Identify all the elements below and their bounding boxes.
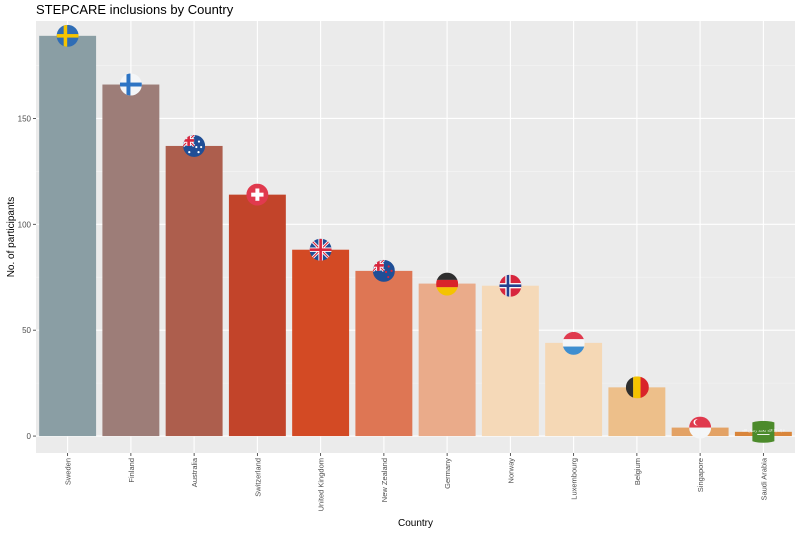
flag-part: [689, 427, 712, 439]
flag-part: [633, 376, 641, 399]
flag-star: [197, 151, 200, 154]
flag-inscription: لا إله إلا الله محمد رسول الله: [742, 428, 785, 433]
bar-germany: [418, 283, 476, 437]
flag-star: [387, 275, 390, 279]
bar-new-zealand: [355, 270, 413, 437]
bar-switzerland: [228, 194, 286, 437]
flag-part: [499, 284, 522, 288]
flag-part: [436, 279, 459, 288]
flag-part: [562, 331, 585, 340]
chart-title: STEPCARE inclusions by Country: [36, 2, 234, 17]
flag-clip-group: [689, 416, 712, 439]
flag-clip-group: [183, 134, 206, 157]
australia-flag-icon: [183, 134, 206, 157]
bar-luxembourg: [545, 342, 603, 437]
flag-part: [562, 339, 585, 347]
flag-part: [56, 34, 79, 38]
flag-clip-group: لا إله إلا الله محمد رسول الله: [742, 420, 785, 443]
y-tick-label: 50: [22, 326, 31, 335]
x-tick-label: Sweden: [64, 458, 73, 485]
bar-finland: [102, 84, 160, 437]
saudi-arabia-flag-icon: لا إله إلا الله محمد رسول الله: [742, 420, 785, 443]
flag-star: [200, 145, 203, 149]
flag-part: [625, 376, 634, 399]
bar-australia: [165, 145, 223, 437]
flag-clip-group: [56, 24, 79, 47]
x-tick-label: United Kingdom: [317, 458, 326, 511]
bar-norway: [481, 285, 539, 437]
x-tick-label: Germany: [443, 458, 452, 489]
flag-part: [436, 272, 459, 280]
flag-star: [195, 145, 198, 149]
flag-part: [436, 287, 459, 296]
luxembourg-flag-icon: [562, 331, 585, 355]
flag-clip-group: [309, 238, 332, 261]
singapore-flag-icon: [689, 416, 712, 439]
x-tick-label: Australia: [190, 457, 199, 487]
y-tick-label: 100: [18, 220, 32, 229]
flag-part: [752, 420, 775, 443]
x-tick-label: Saudi Arabia: [759, 457, 768, 500]
flag-part: [640, 376, 649, 399]
germany-flag-icon: [436, 272, 459, 296]
flag-clip-group: [246, 183, 269, 206]
x-tick-label: Finland: [127, 458, 136, 483]
flag-clip-group: [499, 274, 522, 297]
plot-panel: [36, 21, 795, 453]
norway-flag-icon: [499, 274, 522, 297]
y-axis-title: No. of participants: [6, 197, 17, 278]
bar-united-kingdom: [292, 249, 350, 437]
flag-star: [390, 269, 393, 272]
x-tick-label: Luxembourg: [570, 458, 579, 500]
flag-part: [695, 419, 701, 426]
flag-star: [384, 270, 388, 274]
switzerland-flag-icon: [246, 183, 269, 206]
flag-clip-group: [372, 259, 395, 282]
x-tick-label: Switzerland: [253, 458, 262, 497]
x-axis-title: Country: [398, 518, 433, 529]
flag-part: [372, 264, 384, 267]
x-tick-label: Belgium: [633, 458, 642, 485]
flag-clip-group: [562, 331, 585, 355]
flag-part: [183, 139, 195, 142]
x-tick-label: Singapore: [696, 458, 705, 492]
flag-part: [119, 82, 142, 87]
x-tick-label: New Zealand: [380, 458, 389, 502]
flag-clip-group: [436, 272, 459, 296]
y-tick-label: 0: [27, 432, 32, 441]
flag-part: [757, 434, 770, 435]
y-tick-label: 150: [18, 114, 32, 123]
x-tick-label: Norway: [506, 458, 515, 484]
flag-part: [562, 346, 585, 355]
sweden-flag-icon: [56, 24, 79, 47]
finland-flag-icon: [119, 73, 142, 96]
uk-flag-icon: [309, 238, 332, 261]
flag-clip-group: [625, 376, 649, 399]
flag-star: [197, 140, 201, 143]
new-zealand-flag-icon: [372, 259, 395, 282]
bar-sweden: [39, 35, 97, 437]
flag-star: [188, 151, 191, 154]
flag-clip-group: [119, 73, 142, 96]
flag-part: [251, 192, 264, 197]
belgium-flag-icon: [625, 376, 649, 399]
flag-part: [309, 248, 332, 252]
flag-star: [387, 265, 390, 268]
